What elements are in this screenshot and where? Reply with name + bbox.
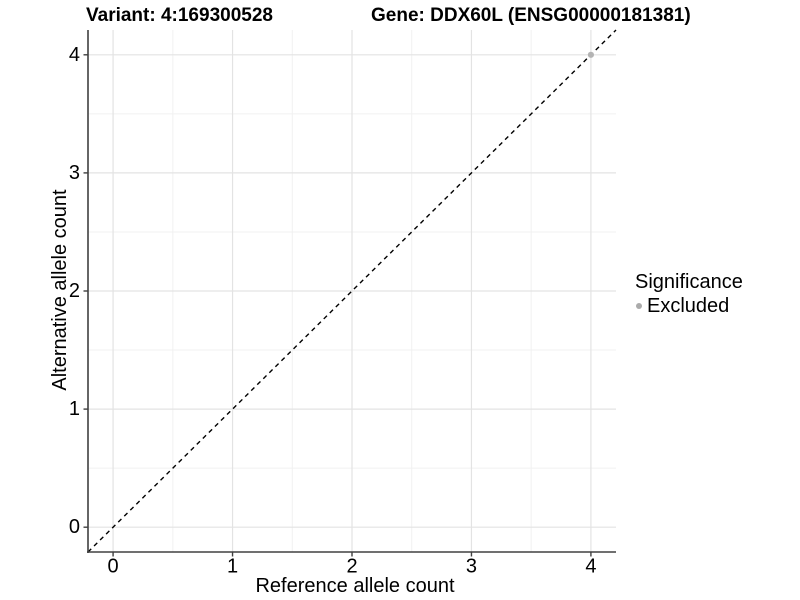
y-tick-label: 3 bbox=[69, 162, 80, 184]
y-axis-title: Alternative allele count bbox=[49, 189, 71, 391]
legend-item-label: Excluded bbox=[647, 295, 730, 317]
legend: Significance Excluded bbox=[635, 272, 743, 316]
y-tick-label: 1 bbox=[69, 398, 80, 420]
x-tick-label: 4 bbox=[585, 556, 596, 578]
x-tick-label: 2 bbox=[346, 556, 357, 578]
x-tick-label: 3 bbox=[466, 556, 477, 578]
x-axis-title: Reference allele count bbox=[255, 575, 455, 597]
y-tick-label: 4 bbox=[69, 44, 80, 66]
plot-title-gene: Gene: DDX60L (ENSG00000181381) bbox=[371, 5, 691, 26]
x-tick-label: 0 bbox=[108, 556, 119, 578]
legend-title: Significance bbox=[635, 271, 743, 293]
excluded-point-icon bbox=[636, 303, 642, 309]
x-tick-label: 1 bbox=[227, 556, 238, 578]
y-tick-label: 0 bbox=[69, 516, 80, 538]
y-tick-label: 2 bbox=[69, 280, 80, 302]
plot-title-variant: Variant: 4:169300528 bbox=[86, 5, 273, 26]
legend-item-excluded: Excluded bbox=[636, 296, 743, 316]
data-point bbox=[587, 51, 595, 58]
